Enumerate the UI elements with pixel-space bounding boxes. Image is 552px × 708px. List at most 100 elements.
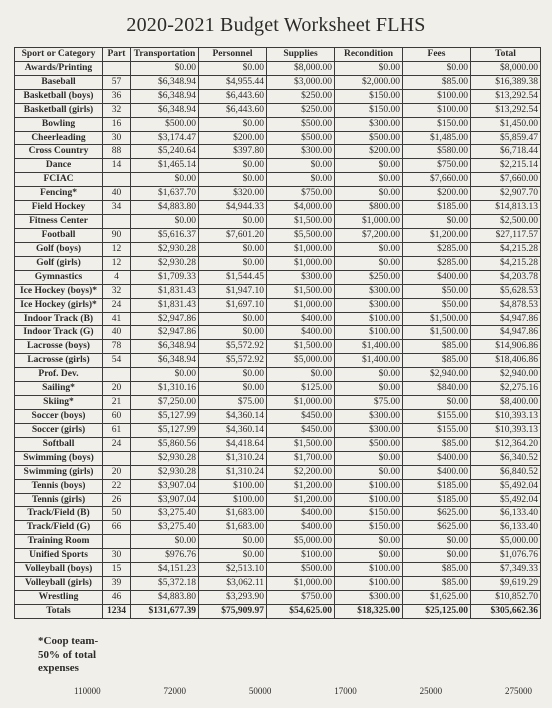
row-transportation: $3,907.04 bbox=[131, 493, 199, 507]
row-personnel: $5,572.92 bbox=[199, 354, 267, 368]
row-label: Tennis (girls) bbox=[15, 493, 103, 507]
table-row: Fitness Center$0.00$0.00$1,500.00$1,000.… bbox=[15, 215, 541, 229]
row-recondition: $0.00 bbox=[335, 173, 403, 187]
row-fees: $100.00 bbox=[403, 89, 471, 103]
row-fees: $625.00 bbox=[403, 507, 471, 521]
axis-tick: 17000 bbox=[334, 686, 357, 696]
row-fees: $1,500.00 bbox=[403, 326, 471, 340]
row-total: $16,389.38 bbox=[471, 75, 541, 89]
row-recondition: $300.00 bbox=[335, 117, 403, 131]
row-label: Sailing* bbox=[15, 382, 103, 396]
row-fees: $200.00 bbox=[403, 187, 471, 201]
row-total: $4,215.28 bbox=[471, 242, 541, 256]
row-supplies: $5,000.00 bbox=[267, 535, 335, 549]
row-transportation: $2,947.86 bbox=[131, 326, 199, 340]
row-total: $2,215.14 bbox=[471, 159, 541, 173]
row-personnel: $0.00 bbox=[199, 256, 267, 270]
row-fees: $400.00 bbox=[403, 465, 471, 479]
row-supplies: $1,000.00 bbox=[267, 396, 335, 410]
row-personnel: $320.00 bbox=[199, 187, 267, 201]
row-supplies: $1,000.00 bbox=[267, 242, 335, 256]
row-total: $6,840.52 bbox=[471, 465, 541, 479]
row-transportation: $1,831.43 bbox=[131, 284, 199, 298]
row-total: $5,628.53 bbox=[471, 284, 541, 298]
row-transportation: $5,240.64 bbox=[131, 145, 199, 159]
row-part: 20 bbox=[103, 382, 131, 396]
row-total: $10,393.13 bbox=[471, 423, 541, 437]
row-part: 57 bbox=[103, 75, 131, 89]
row-transportation: $5,616.37 bbox=[131, 228, 199, 242]
row-personnel: $4,360.14 bbox=[199, 423, 267, 437]
row-part: 12 bbox=[103, 256, 131, 270]
row-transportation: $3,174.47 bbox=[131, 131, 199, 145]
row-transportation: $1,465.14 bbox=[131, 159, 199, 173]
table-row: Field Hockey34$4,883.80$4,944.33$4,000.0… bbox=[15, 201, 541, 215]
row-personnel: $100.00 bbox=[199, 479, 267, 493]
row-fees: $100.00 bbox=[403, 103, 471, 117]
table-row: FCIAC$0.00$0.00$0.00$0.00$7,660.00$7,660… bbox=[15, 173, 541, 187]
row-personnel: $3,062.11 bbox=[199, 577, 267, 591]
row-total: $10,852.70 bbox=[471, 590, 541, 604]
row-label: Basketball (boys) bbox=[15, 89, 103, 103]
row-transportation: $0.00 bbox=[131, 61, 199, 75]
row-supplies: $500.00 bbox=[267, 131, 335, 145]
row-personnel: $1,947.10 bbox=[199, 284, 267, 298]
row-part: 20 bbox=[103, 465, 131, 479]
row-total: $6,133.40 bbox=[471, 521, 541, 535]
row-recondition: $150.00 bbox=[335, 521, 403, 535]
row-part: 30 bbox=[103, 549, 131, 563]
row-total: $5,859.47 bbox=[471, 131, 541, 145]
table-row: Fencing*40$1,637.70$320.00$750.00$0.00$2… bbox=[15, 187, 541, 201]
row-label: Skiing* bbox=[15, 396, 103, 410]
row-supplies: $1,500.00 bbox=[267, 215, 335, 229]
table-row: Volleyball (boys)15$4,151.23$2,513.10$50… bbox=[15, 563, 541, 577]
row-supplies: $0.00 bbox=[267, 368, 335, 382]
row-total: $4,947.86 bbox=[471, 326, 541, 340]
row-fees: $0.00 bbox=[403, 535, 471, 549]
row-total: $1,450.00 bbox=[471, 117, 541, 131]
row-personnel: $4,418.64 bbox=[199, 437, 267, 451]
table-row: Soccer (boys)60$5,127.99$4,360.14$450.00… bbox=[15, 409, 541, 423]
row-personnel: $0.00 bbox=[199, 549, 267, 563]
row-fees: $2,940.00 bbox=[403, 368, 471, 382]
table-row: Golf (boys)12$2,930.28$0.00$1,000.00$0.0… bbox=[15, 242, 541, 256]
row-label: Swimming (girls) bbox=[15, 465, 103, 479]
row-personnel: $0.00 bbox=[199, 159, 267, 173]
table-row: Cross Country88$5,240.64$397.80$300.00$2… bbox=[15, 145, 541, 159]
row-recondition: $100.00 bbox=[335, 479, 403, 493]
row-supplies: $0.00 bbox=[267, 173, 335, 187]
row-personnel: $1,310.24 bbox=[199, 465, 267, 479]
row-part: 26 bbox=[103, 493, 131, 507]
axis-tick: 50000 bbox=[249, 686, 272, 696]
row-total: $2,500.00 bbox=[471, 215, 541, 229]
row-supplies: $5,000.00 bbox=[267, 354, 335, 368]
row-part: 21 bbox=[103, 396, 131, 410]
row-total: $27,117.57 bbox=[471, 228, 541, 242]
row-transportation: $0.00 bbox=[131, 173, 199, 187]
row-part: 88 bbox=[103, 145, 131, 159]
totals-row: Totals1234$131,677.39$75,909.97$54,625.0… bbox=[15, 604, 541, 618]
table-row: Prof. Dev.$0.00$0.00$0.00$0.00$2,940.00$… bbox=[15, 368, 541, 382]
row-fees: $155.00 bbox=[403, 409, 471, 423]
row-label: Ice Hockey (boys)* bbox=[15, 284, 103, 298]
row-fees: $50.00 bbox=[403, 284, 471, 298]
row-supplies: $1,500.00 bbox=[267, 437, 335, 451]
row-personnel: $100.00 bbox=[199, 493, 267, 507]
row-transportation: $2,930.28 bbox=[131, 451, 199, 465]
row-recondition: $100.00 bbox=[335, 563, 403, 577]
row-part: 54 bbox=[103, 354, 131, 368]
row-fees: $85.00 bbox=[403, 437, 471, 451]
row-total: $5,000.00 bbox=[471, 535, 541, 549]
row-recondition: $150.00 bbox=[335, 89, 403, 103]
col-part: Part bbox=[103, 48, 131, 62]
row-part: 60 bbox=[103, 409, 131, 423]
row-total: $12,364.20 bbox=[471, 437, 541, 451]
row-personnel: $0.00 bbox=[199, 242, 267, 256]
row-label: Wrestling bbox=[15, 590, 103, 604]
row-part: 34 bbox=[103, 201, 131, 215]
row-recondition: $7,200.00 bbox=[335, 228, 403, 242]
row-personnel: $0.00 bbox=[199, 382, 267, 396]
row-recondition: $2,000.00 bbox=[335, 75, 403, 89]
table-row: Lacrosse (boys)78$6,348.94$5,572.92$1,50… bbox=[15, 340, 541, 354]
row-supplies: $400.00 bbox=[267, 326, 335, 340]
